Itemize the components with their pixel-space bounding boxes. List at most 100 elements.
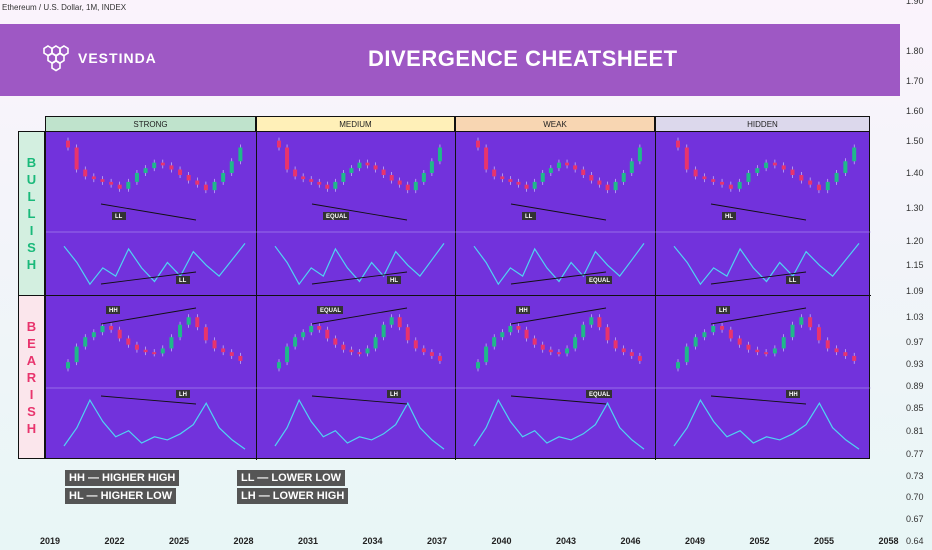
candle <box>693 334 698 350</box>
candle <box>852 352 857 364</box>
candle <box>195 177 200 188</box>
candle <box>169 162 174 173</box>
candle <box>325 326 330 342</box>
oscillator-line <box>274 398 445 450</box>
candle <box>66 359 70 372</box>
candle <box>540 341 545 353</box>
candle <box>548 165 553 176</box>
candle <box>152 349 157 357</box>
row-letter: I <box>29 386 34 402</box>
candle <box>285 343 290 366</box>
candle <box>293 166 298 180</box>
candle <box>229 349 234 359</box>
candle <box>720 322 725 333</box>
candle <box>834 345 839 356</box>
title-banner: VESTINDA DIVERGENCE CHEATSHEET <box>0 24 900 96</box>
x-tick-label: 2049 <box>684 536 706 546</box>
candle <box>349 165 354 176</box>
x-tick-label: 2022 <box>104 536 125 546</box>
y-tick-label: 0.85 <box>906 403 924 413</box>
candle <box>597 314 602 331</box>
candle <box>613 178 618 194</box>
x-axis: 2019 2022 2025 2028 2031 2034 2037 2040 2043 2046… <box>0 530 932 550</box>
candle <box>532 178 537 192</box>
x-tick-label: 2040 <box>491 536 512 546</box>
candle <box>238 144 243 165</box>
candle <box>808 177 813 188</box>
oscillator-line <box>274 243 445 286</box>
candle <box>746 341 751 353</box>
divergence-tag: HL <box>722 212 736 220</box>
candle <box>91 173 96 183</box>
candle <box>405 181 410 194</box>
candle <box>178 321 183 341</box>
candle <box>413 337 418 352</box>
candle <box>160 159 165 169</box>
y-tick-label: 1.03 <box>906 312 924 322</box>
bullish-cell-hidden: HL LL <box>656 132 871 296</box>
divergence-tag: LL <box>786 276 800 284</box>
candle <box>429 158 434 176</box>
candle <box>676 137 680 151</box>
svg-text:LL: LL <box>115 214 123 220</box>
oscillator-line <box>673 243 860 286</box>
candle <box>333 335 338 348</box>
candle <box>755 346 760 356</box>
x-tick-label: 2025 <box>168 536 190 546</box>
svg-text:HH: HH <box>519 308 528 314</box>
candle <box>825 337 830 352</box>
candle <box>755 165 760 176</box>
candle <box>160 345 165 357</box>
candle <box>737 335 742 348</box>
divergence-tag: LH <box>716 306 730 314</box>
candle <box>389 314 394 328</box>
candle <box>476 359 480 372</box>
candle <box>524 181 529 192</box>
candle <box>293 334 298 350</box>
candle <box>825 178 830 194</box>
candle <box>728 181 733 192</box>
candle <box>781 162 786 173</box>
chart-header: Ethereum / U.S. Dollar, 1M, INDEX <box>2 3 127 12</box>
candle <box>143 346 148 356</box>
candle <box>799 172 804 184</box>
candle <box>492 334 497 350</box>
row-letter: R <box>26 369 37 385</box>
candle <box>816 324 821 344</box>
column-header-strong: STRONG <box>45 116 256 132</box>
candle <box>581 166 586 179</box>
candle <box>799 314 804 328</box>
candle <box>621 169 626 185</box>
y-tick-label: 0.81 <box>906 426 924 436</box>
cheatsheet-grid: LL LL HH LH EQUAL HL EQUAL LH LL EQUAL HH EQUAL HL LL… <box>45 131 871 460</box>
candle <box>117 326 122 342</box>
legend-hh: HH — HIGHER HIGH <box>65 470 180 486</box>
candle <box>589 314 594 328</box>
y-tick-label: 1.30 <box>906 203 924 213</box>
candle <box>429 349 434 359</box>
y-tick-label: 0.97 <box>906 337 924 347</box>
y-tick-label: 0.89 <box>906 381 924 391</box>
candle <box>532 335 537 348</box>
candle <box>637 144 642 165</box>
candle <box>365 345 370 357</box>
candle <box>126 335 131 348</box>
candle <box>508 176 513 185</box>
divergence-tag: HL <box>387 276 401 284</box>
oscillator-line <box>473 398 645 450</box>
x-tick-label: 2055 <box>813 536 835 546</box>
candle <box>843 158 848 176</box>
candle <box>285 144 290 173</box>
candle <box>565 345 570 357</box>
brand-name: VESTINDA <box>78 50 157 66</box>
svg-text:LH: LH <box>179 392 187 398</box>
row-letter: B <box>26 318 37 334</box>
candle <box>790 166 795 179</box>
candle <box>83 166 88 180</box>
candle <box>309 176 314 185</box>
candle <box>484 144 489 173</box>
x-tick-label: 2046 <box>620 536 641 546</box>
row-letter: S <box>27 240 36 255</box>
